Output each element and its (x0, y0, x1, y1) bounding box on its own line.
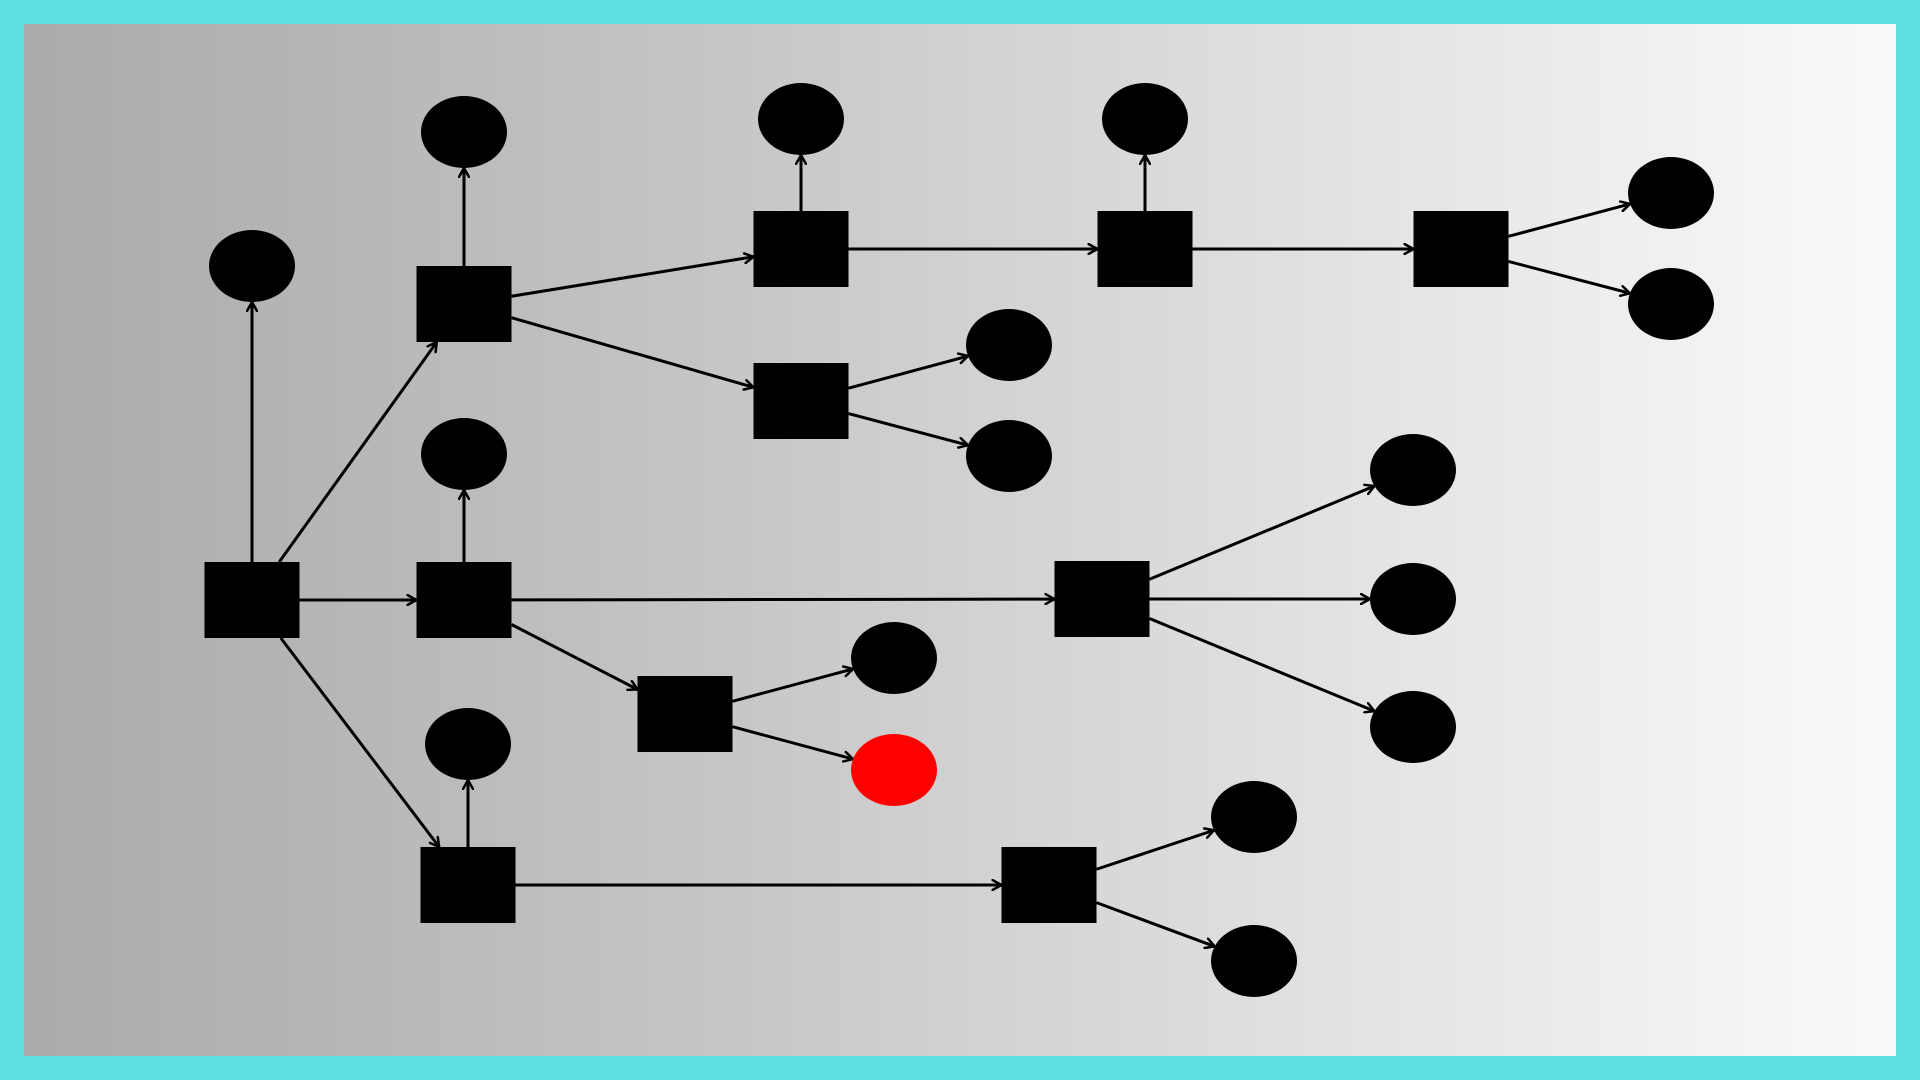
leaf-node-e_a11 (1102, 83, 1188, 155)
edge-b-to-b1 (511, 599, 1055, 600)
edge-r-to-c (279, 637, 439, 847)
edge-b2-to-e_b2_2 (732, 725, 854, 759)
edge-r-to-a (277, 342, 437, 563)
leaf-node-e_a1 (758, 83, 844, 155)
leaf-node-e_a111_1 (1628, 157, 1714, 229)
edge-a2-to-e_a2_1 (848, 356, 969, 390)
edge-b1-to-e_b1_1 (1148, 486, 1375, 581)
process-node-b (416, 562, 512, 638)
leaf-node-e_a (421, 96, 507, 168)
edge-a-to-a1 (511, 257, 754, 298)
edge-a111-to-e_a111_1 (1508, 204, 1631, 238)
leaf-node-e_b2_1 (851, 622, 937, 694)
edge-b2-to-e_b2_1 (732, 669, 854, 703)
leaf-node-e_b (421, 418, 507, 490)
edges-layer (252, 155, 1630, 946)
edge-a111-to-e_a111_2 (1508, 259, 1630, 293)
process-node-b2 (637, 676, 733, 752)
process-node-a2 (753, 363, 849, 439)
leaf-node-e_a111_2 (1628, 268, 1714, 340)
edge-b1-to-e_b1_3 (1148, 617, 1375, 712)
leaf-node-e_c (425, 708, 511, 780)
process-node-a11 (1097, 211, 1193, 287)
process-node-b1 (1054, 561, 1150, 637)
process-node-a111 (1413, 211, 1509, 287)
leaf-node-e_a2_1 (966, 309, 1052, 381)
process-node-r (204, 562, 300, 638)
process-node-a1 (753, 211, 849, 287)
edge-b-to-b2 (510, 623, 638, 690)
leaf-node-e_b1_1 (1370, 434, 1456, 506)
leaf-node-e_c1_1 (1211, 781, 1297, 853)
leaf-node-e_c1_2 (1211, 925, 1297, 997)
leaf-node-e_a2_2 (966, 420, 1052, 492)
edge-c1-to-e_c1_2 (1095, 901, 1215, 947)
leaf-node-e_b1_3 (1370, 691, 1456, 763)
process-node-a (416, 266, 512, 342)
edge-a-to-a2 (511, 316, 754, 388)
leaf-node-e_b1_2 (1370, 563, 1456, 635)
leaf-node-e_r (209, 230, 295, 302)
highlighted-leaf-node-e_b2_2 (851, 734, 937, 806)
process-node-c1 (1001, 847, 1097, 923)
process-node-c (420, 847, 516, 923)
edge-c1-to-e_c1_1 (1096, 830, 1215, 871)
edge-a2-to-e_a2_2 (848, 412, 968, 446)
nodes-layer (204, 83, 1714, 997)
